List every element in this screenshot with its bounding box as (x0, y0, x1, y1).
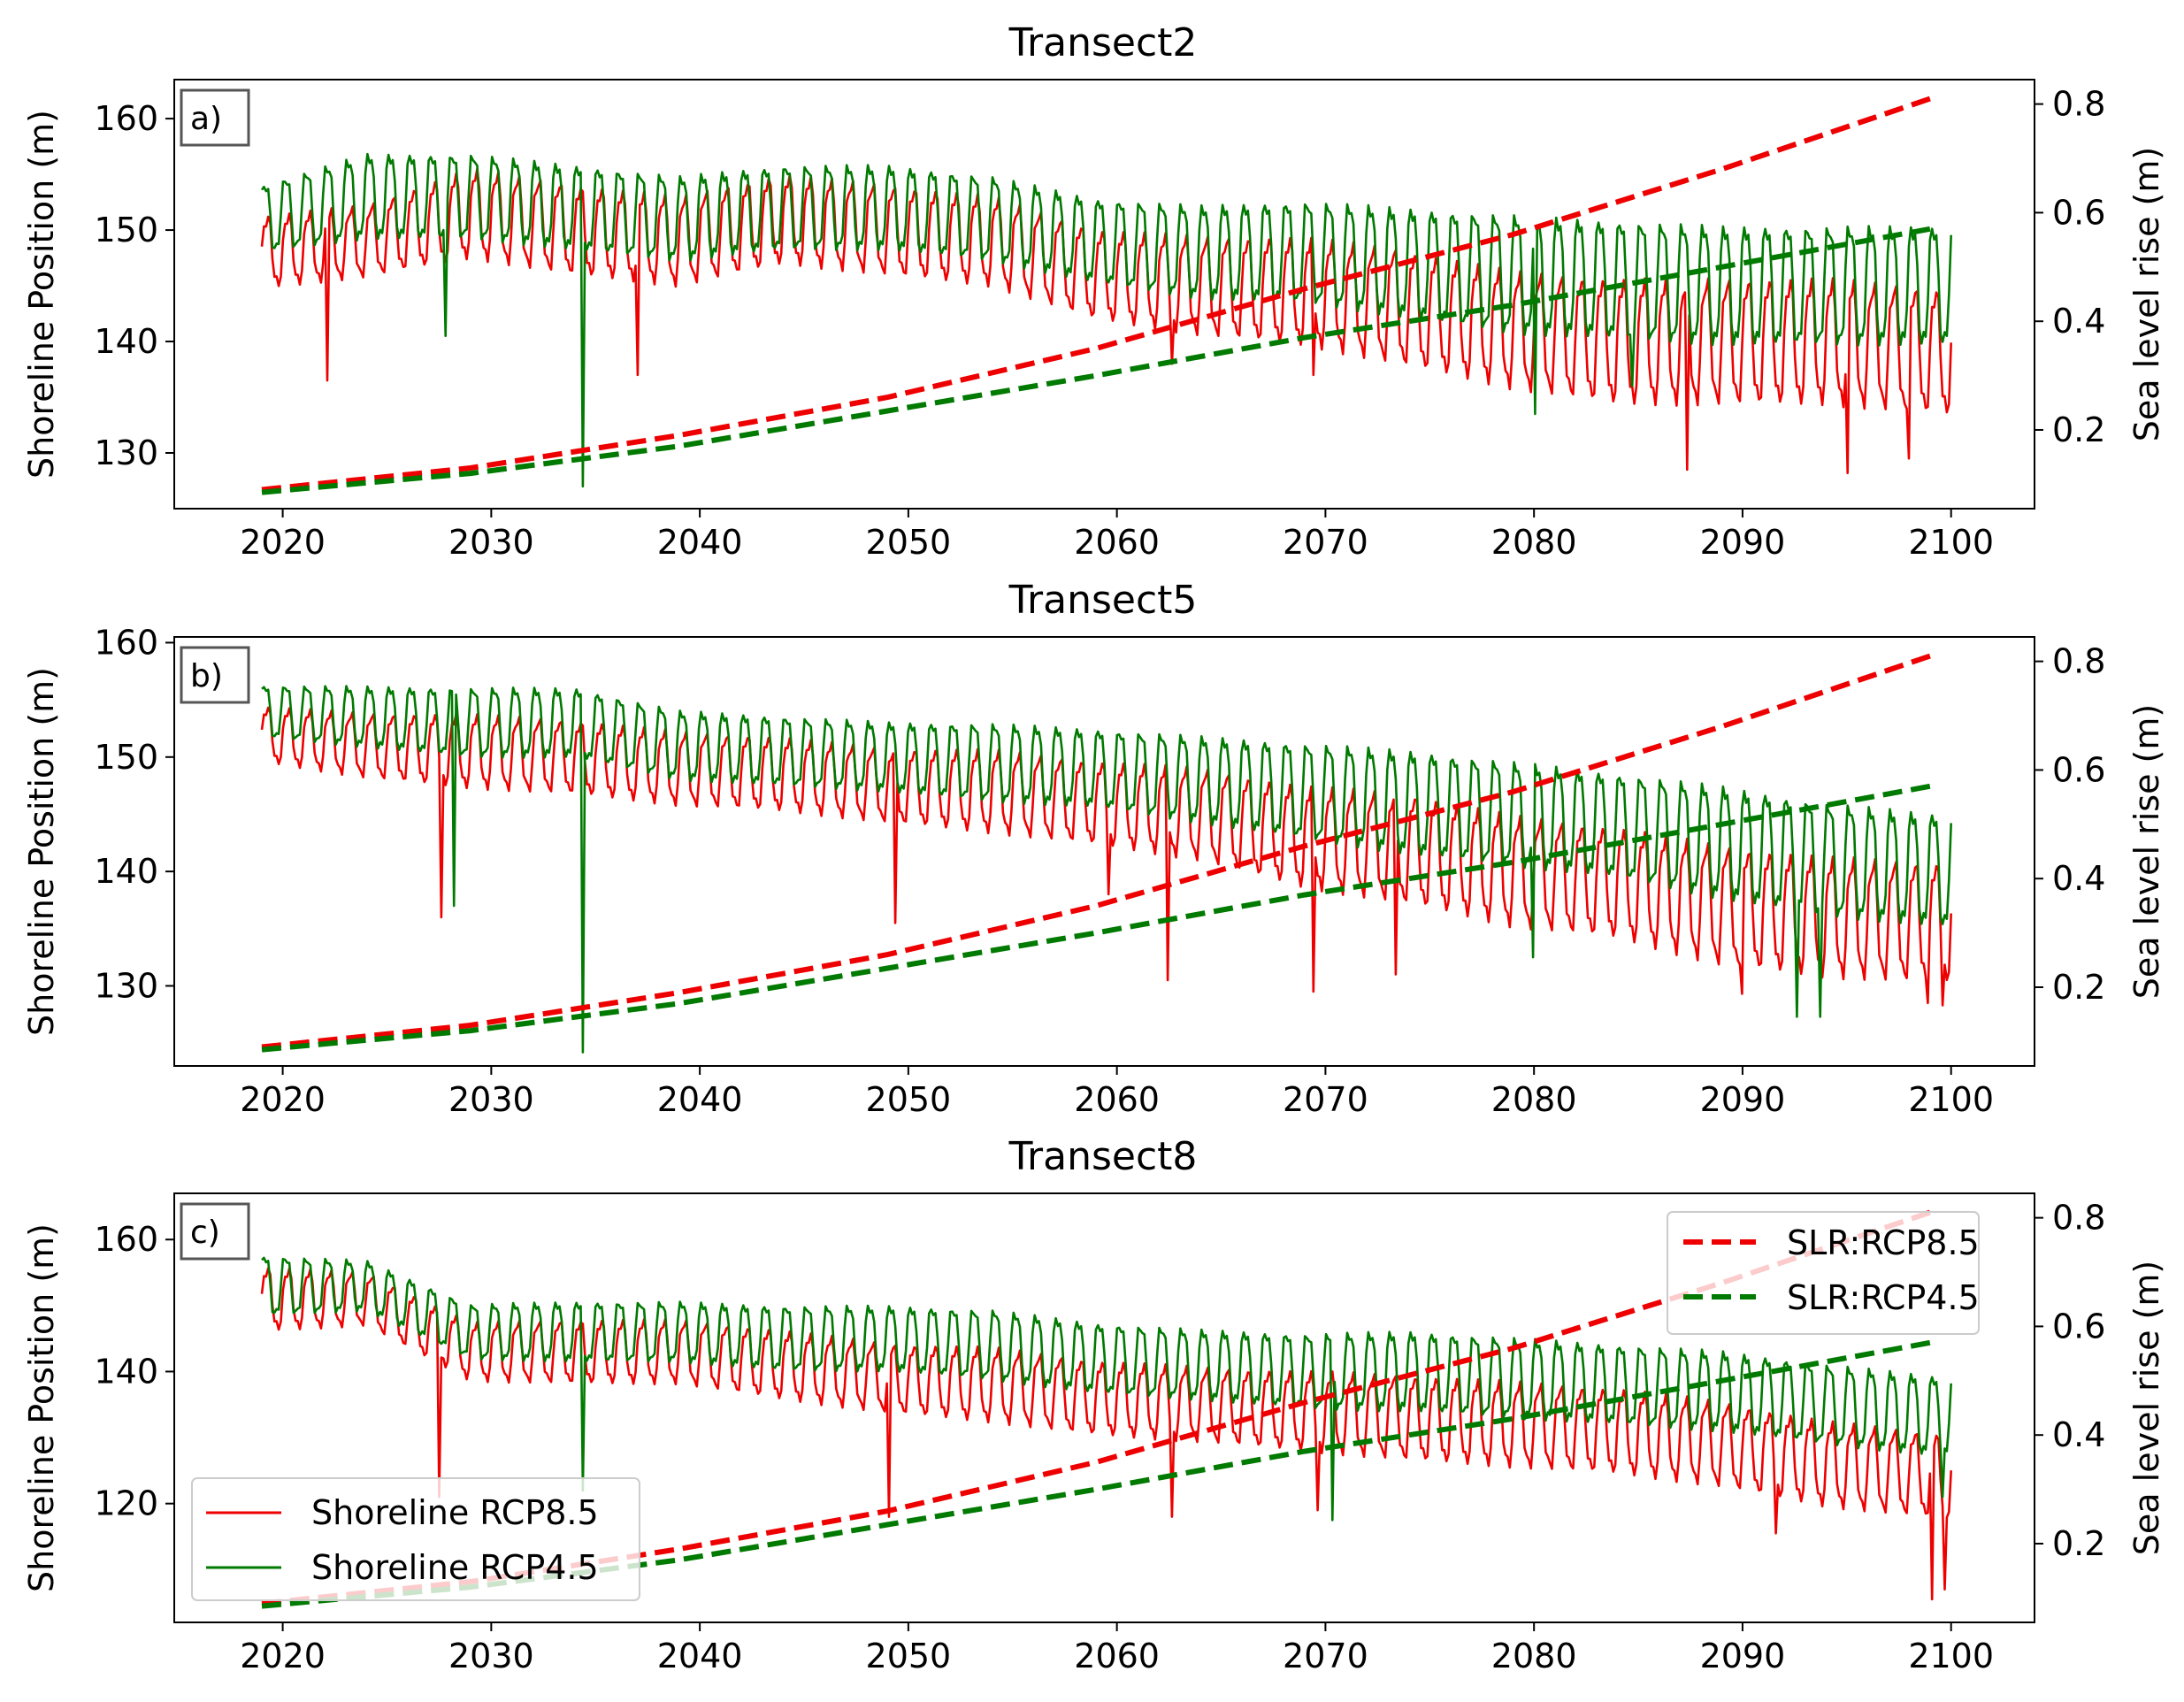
x-tick-label: 2090 (1700, 1637, 1786, 1675)
y-axis-label: Shoreline Position (m) (22, 1223, 61, 1592)
y-tick-label: 130 (94, 433, 158, 472)
y2-tick-label: 0.8 (2052, 642, 2105, 681)
y2-tick-label: 0.4 (2052, 1415, 2105, 1454)
x-tick-label: 2070 (1283, 1637, 1368, 1675)
y2-tick-label: 0.6 (2052, 1307, 2105, 1346)
legend-frame (191, 1477, 640, 1601)
x-tick-label: 2100 (1908, 1637, 1994, 1675)
x-tick-label: 2040 (657, 523, 743, 562)
axes-frame (173, 79, 2035, 510)
y-tick-label: 150 (94, 211, 158, 249)
panel-label-box (180, 646, 250, 704)
panel-label-box (180, 1202, 250, 1261)
y-tick-label: 140 (94, 1352, 158, 1391)
axes-frame (173, 636, 2035, 1067)
y2-tick-label: 0.2 (2052, 968, 2105, 1007)
slr-legend: SLR:RCP8.5 SLR:RCP4.5 (1667, 1211, 1980, 1335)
legend-label-slr-rcp45: SLR:RCP4.5 (1787, 1278, 1980, 1317)
x-tick-label: 2070 (1283, 1080, 1368, 1119)
legend-label-shoreline-rcp85: Shoreline RCP8.5 (311, 1493, 599, 1532)
panel-label: b) (190, 658, 223, 694)
x-tick-label: 2050 (866, 523, 952, 562)
y2-tick-label: 0.4 (2052, 859, 2105, 898)
x-tick-label: 2020 (240, 1637, 326, 1675)
x-tick-label: 2080 (1491, 1080, 1577, 1119)
y-tick-label: 140 (94, 852, 158, 891)
y-tick-label: 140 (94, 322, 158, 361)
y2-tick-label: 0.8 (2052, 1199, 2105, 1238)
x-tick-label: 2020 (240, 1080, 326, 1119)
x-tick-label: 2050 (866, 1637, 952, 1675)
y2-tick-label: 0.2 (2052, 410, 2105, 449)
y-axis-label: Shoreline Position (m) (22, 110, 61, 479)
slr-rcp85-line (261, 96, 1932, 493)
x-tick-label: 2030 (448, 523, 534, 562)
x-tick-label: 2070 (1283, 523, 1368, 562)
x-tick-label: 2030 (448, 1080, 534, 1119)
panel-transect5: Transect5 2020 2030 2040 2050 2060 2070 2080 20… (22, 578, 2166, 1119)
x-tick-label: 2020 (240, 523, 326, 562)
panel-label: a) (190, 101, 222, 137)
x-tick-label: 2050 (866, 1080, 952, 1119)
panel-title: Transect8 (1008, 1134, 1198, 1179)
panel-title: Transect5 (1008, 578, 1198, 623)
slr-rcp85-line (261, 653, 1932, 1050)
y-axis-label: Shoreline Position (m) (22, 667, 61, 1036)
x-tick-label: 2040 (657, 1080, 743, 1119)
x-tick-label: 2090 (1700, 1080, 1786, 1119)
y2-tick-label: 0.2 (2052, 1524, 2105, 1563)
y-tick-label: 160 (94, 623, 158, 662)
y2-axis-label: Sea level rise (m) (2127, 704, 2166, 999)
y2-axis-label: Sea level rise (m) (2127, 147, 2166, 441)
x-tick-label: 2060 (1074, 1637, 1160, 1675)
panel-label: c) (190, 1215, 220, 1251)
x-tick-label: 2080 (1491, 523, 1577, 562)
x-tick-label: 2060 (1074, 1080, 1160, 1119)
x-tick-label: 2080 (1491, 1637, 1577, 1675)
y2-tick-label: 0.8 (2052, 85, 2105, 124)
panel-transect8: Transect8 2020 2030 2040 2050 2060 2070 2080 20… (22, 1134, 2166, 1675)
y-tick-label: 120 (94, 1484, 158, 1523)
x-tick-label: 2100 (1908, 523, 1994, 562)
x-tick-label: 2100 (1908, 1080, 1994, 1119)
x-tick-label: 2040 (657, 1637, 743, 1675)
x-tick-label: 2090 (1700, 523, 1786, 562)
x-tick-label: 2060 (1074, 523, 1160, 562)
shoreline-legend: Shoreline RCP8.5 Shoreline RCP4.5 (191, 1477, 640, 1601)
x-tick-label: 2030 (448, 1637, 534, 1675)
y2-tick-label: 0.4 (2052, 302, 2105, 341)
shoreline-rcp45-line (261, 685, 1952, 1054)
slr-rcp85-line (261, 1209, 1932, 1606)
y-tick-label: 160 (94, 99, 158, 138)
y2-tick-label: 0.6 (2052, 193, 2105, 232)
y-tick-label: 160 (94, 1220, 158, 1259)
legend-label-slr-rcp85: SLR:RCP8.5 (1787, 1223, 1980, 1262)
axes-frame (173, 1192, 2035, 1623)
y2-tick-label: 0.6 (2052, 750, 2105, 789)
y2-axis-label: Sea level rise (m) (2127, 1261, 2166, 1555)
shoreline-rcp45-line (260, 152, 1952, 488)
y-tick-label: 150 (94, 738, 158, 777)
panel-transect2: Transect2 2020 2030 2040 2050 2060 2070 2080 20… (22, 20, 2166, 562)
panel-label-box (180, 88, 250, 147)
legend-label-shoreline-rcp45: Shoreline RCP4.5 (311, 1548, 599, 1587)
panel-title: Transect2 (1008, 20, 1198, 65)
y-tick-label: 130 (94, 966, 158, 1005)
shoreline-rcp45-line (261, 1256, 1952, 1522)
shoreline-rcp85-line (260, 706, 1952, 1007)
